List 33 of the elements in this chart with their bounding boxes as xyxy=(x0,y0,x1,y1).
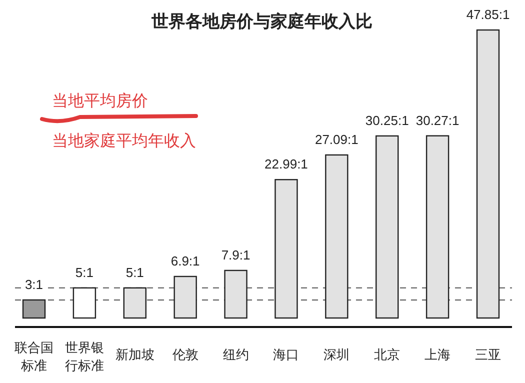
bar xyxy=(123,287,146,319)
x-tick-label: 上海 xyxy=(424,348,451,363)
bar xyxy=(174,276,197,319)
bar xyxy=(426,135,450,319)
bar xyxy=(325,154,348,319)
x-tick-label: 深圳 xyxy=(324,348,350,363)
x-tick-label: 世界银行标准 xyxy=(64,341,104,374)
x-tick-label: 纽约 xyxy=(222,348,249,363)
bar xyxy=(274,179,298,319)
bar xyxy=(22,299,46,319)
bar xyxy=(224,270,248,319)
x-tick-label: 北京 xyxy=(374,348,400,363)
bar xyxy=(476,29,500,319)
data-label: 30.25:1 xyxy=(365,112,409,128)
bar xyxy=(376,135,399,319)
data-label: 3:1 xyxy=(24,276,44,292)
data-label: 27.09:1 xyxy=(314,132,358,147)
annotation: 当地平均房价 xyxy=(52,91,148,110)
chart-title: 世界各地房价与家庭年收入比 xyxy=(150,12,372,32)
x-tick-label: 新加坡 xyxy=(115,348,154,363)
x-tick-label: 伦敦 xyxy=(172,348,198,363)
data-label: 47.85:1 xyxy=(466,7,510,22)
data-label: 6.9:1 xyxy=(170,253,200,268)
data-label: 5:1 xyxy=(126,264,144,280)
data-label: 7.9:1 xyxy=(221,247,250,262)
data-label: 5:1 xyxy=(75,264,94,280)
bar xyxy=(72,287,96,319)
annotation: 当地家庭平均年收入 xyxy=(52,131,196,150)
x-tick-label: 三亚 xyxy=(475,348,501,363)
x-tick-label: 联合国标准 xyxy=(14,341,54,374)
x-tick-label: 海口 xyxy=(273,348,300,363)
data-label: 22.99:1 xyxy=(264,156,308,172)
data-label: 30.27:1 xyxy=(416,112,460,128)
